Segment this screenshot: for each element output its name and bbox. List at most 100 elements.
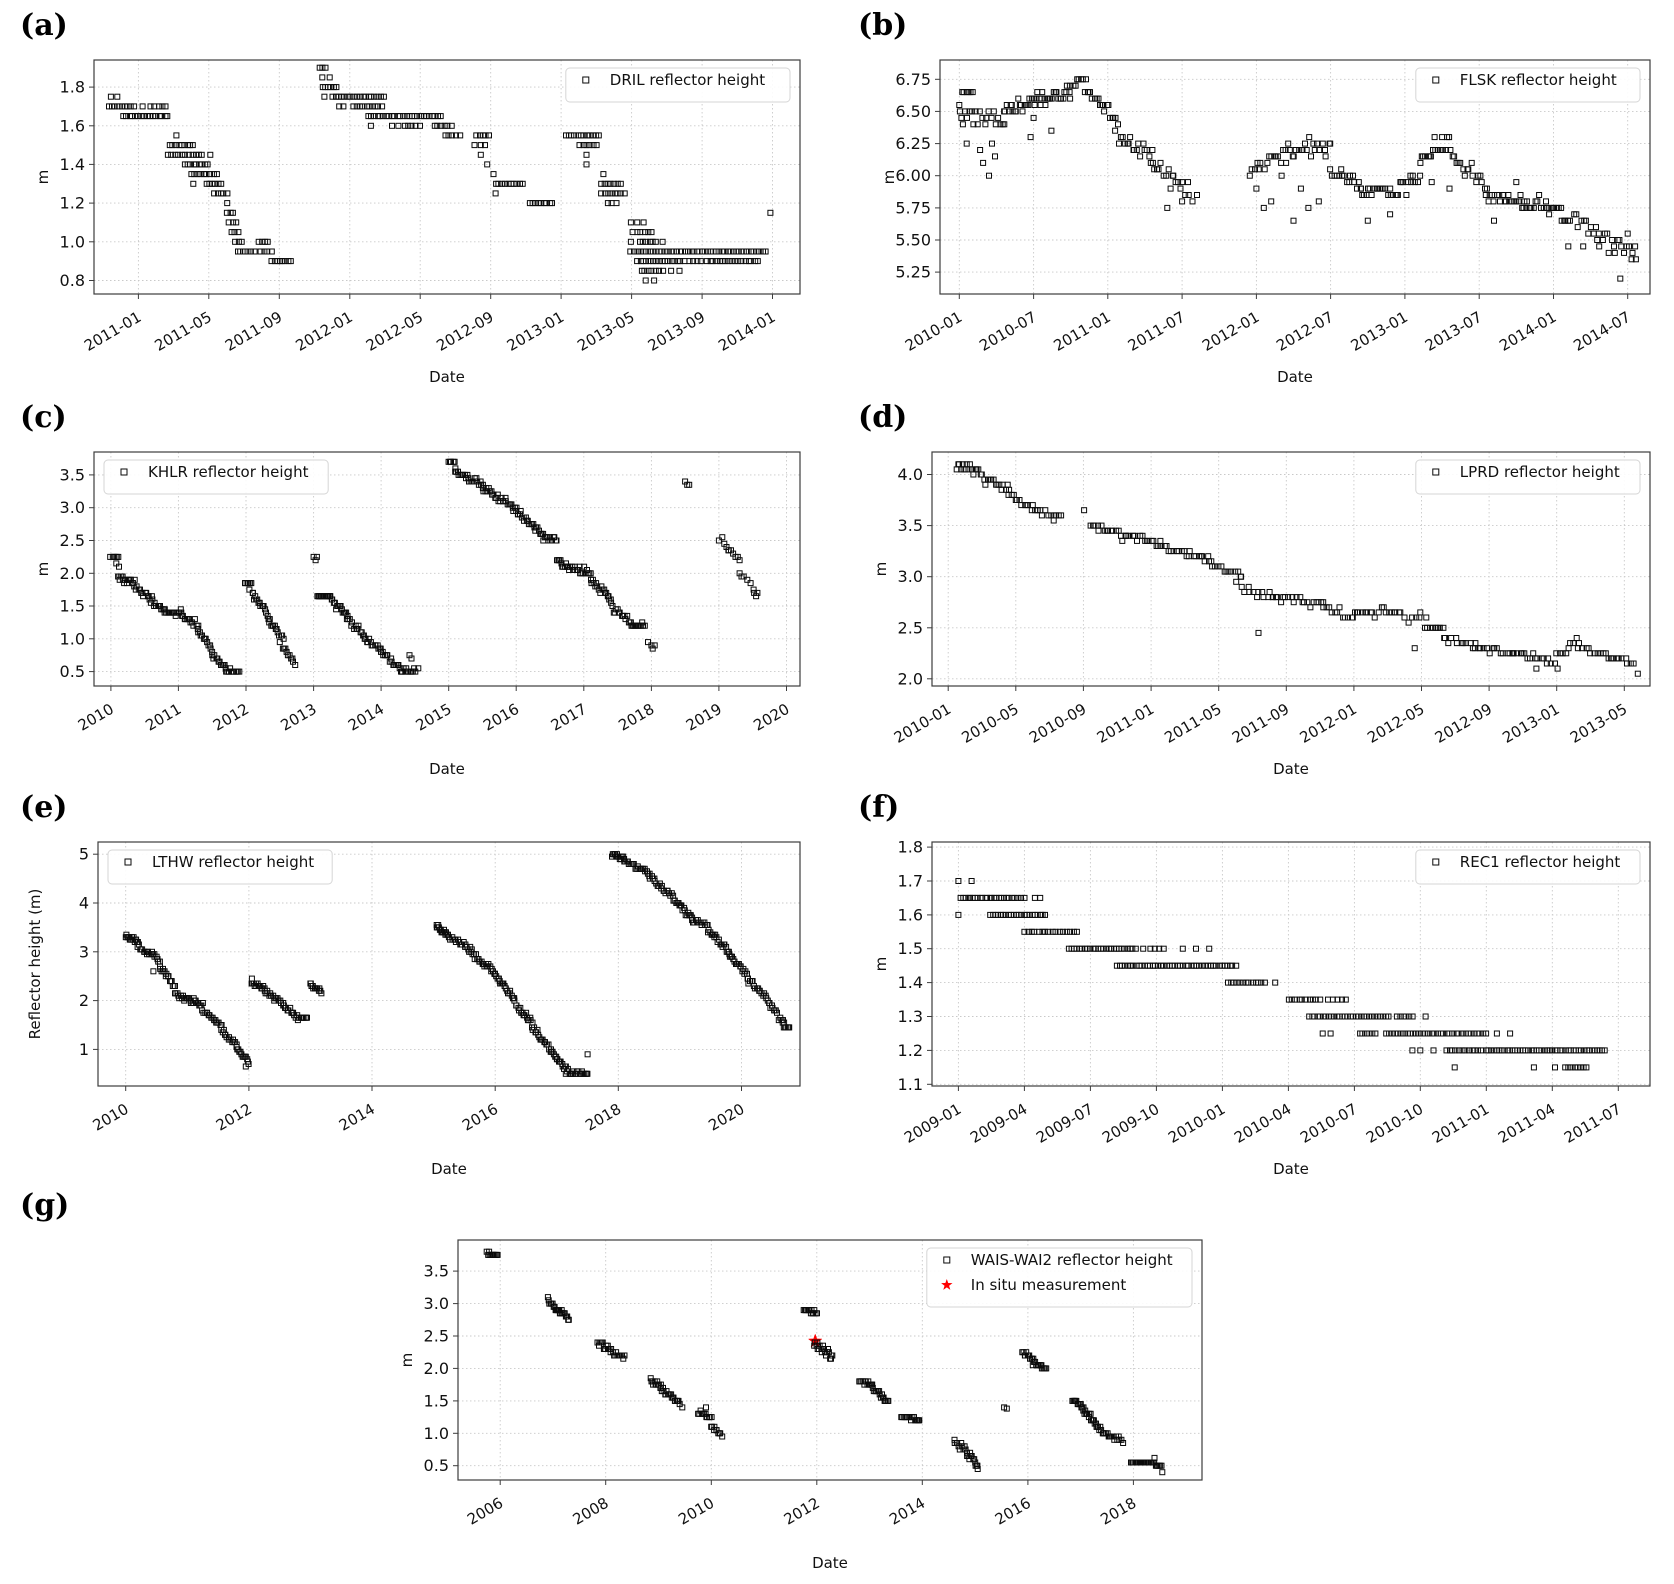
marker-square (645, 639, 651, 646)
marker-square (479, 481, 486, 488)
marker-square (969, 89, 976, 96)
y-axis-label: m (872, 957, 890, 972)
y-tick-label: 5.50 (895, 231, 931, 250)
marker-square (576, 142, 583, 149)
marker-square (1201, 558, 1208, 565)
marker-square (1605, 249, 1612, 256)
y-tick-label: 6.75 (895, 70, 931, 89)
marker-square (1059, 928, 1066, 935)
marker-square (643, 258, 649, 265)
marker-square (357, 93, 364, 100)
x-tick-label: 2012-05 (1364, 700, 1427, 747)
marker-square (127, 103, 134, 110)
y-tick-label: 4 (79, 894, 89, 913)
marker-square (1063, 89, 1070, 96)
marker-square (464, 471, 471, 478)
marker-square (1595, 230, 1602, 237)
marker-square (486, 132, 492, 139)
marker-square (1587, 650, 1594, 657)
marker-square (1163, 543, 1170, 549)
x-tick-label: 2010 (90, 1100, 132, 1135)
marker-square (1177, 185, 1184, 192)
marker-square (955, 878, 962, 884)
marker-square (1086, 945, 1093, 952)
y-tick-label: 1.8 (60, 78, 85, 97)
data-points (106, 64, 774, 284)
marker-square (584, 1070, 591, 1077)
marker-square (1150, 537, 1157, 544)
marker-square (988, 114, 995, 121)
legend-square-marker (943, 1256, 951, 1264)
marker-square (1582, 217, 1589, 224)
marker-square (1002, 911, 1009, 918)
marker-square (473, 951, 479, 958)
x-tick-label: 2011-09 (1229, 700, 1292, 747)
marker-square (304, 1014, 310, 1021)
marker-square (735, 258, 742, 265)
marker-square (1147, 945, 1154, 952)
marker-square (1497, 198, 1503, 205)
marker-square (225, 219, 232, 226)
marker-square (609, 1349, 616, 1356)
marker-square (437, 113, 444, 120)
marker-square (1001, 121, 1008, 128)
marker-square (1611, 249, 1618, 256)
marker-square (1532, 198, 1539, 205)
marker-square (417, 122, 423, 129)
marker-square (508, 501, 515, 508)
marker-square (1087, 1410, 1094, 1417)
marker-square (1160, 945, 1167, 952)
marker-square (1278, 599, 1285, 606)
data-points (107, 458, 761, 675)
marker-square (1066, 89, 1073, 96)
marker-square (264, 238, 271, 245)
marker-square (1594, 237, 1601, 243)
marker-square (221, 662, 228, 668)
marker-square (656, 267, 662, 274)
y-tick-label: 1.5 (60, 597, 85, 616)
x-tick-label: 2013 (278, 700, 320, 735)
marker-square (1340, 614, 1347, 621)
marker-square (1596, 243, 1603, 250)
x-tick-label: 2011-07 (1561, 1100, 1624, 1147)
marker-square (1278, 159, 1285, 166)
marker-square (955, 911, 962, 918)
marker-square (747, 258, 754, 265)
grid-lines (94, 452, 800, 686)
marker-square (1493, 1030, 1500, 1037)
marker-square (627, 219, 634, 226)
marker-square (979, 114, 986, 121)
marker-square (1580, 243, 1587, 250)
marker-square (1340, 172, 1347, 179)
y-tick-label: 3 (79, 942, 89, 961)
marker-square (1566, 217, 1573, 224)
marker-square (1115, 121, 1121, 128)
marker-square (604, 1342, 611, 1349)
marker-square (1328, 609, 1335, 616)
marker-square (715, 248, 722, 255)
legend-label: FLSK reflector height (1460, 71, 1617, 89)
marker-square (652, 238, 659, 245)
marker-square (608, 200, 615, 207)
marker-square (211, 190, 218, 197)
marker-square (145, 593, 152, 600)
marker-square (549, 200, 555, 207)
marker-square (1609, 237, 1616, 243)
marker-square (187, 161, 194, 168)
marker-square (664, 258, 671, 265)
marker-square (177, 606, 184, 613)
marker-square (1290, 599, 1297, 606)
marker-square (519, 180, 526, 187)
marker-square (1314, 140, 1320, 147)
marker-square (643, 248, 650, 255)
marker-square (1408, 179, 1415, 186)
marker-square (1101, 108, 1108, 115)
marker-square (583, 142, 590, 149)
marker-square (1369, 1013, 1376, 1020)
marker-square (1286, 147, 1293, 153)
marker-square (141, 113, 148, 120)
marker-square (1491, 217, 1497, 224)
marker-square (1440, 1030, 1447, 1037)
marker-square (107, 93, 114, 100)
marker-square (702, 1410, 709, 1417)
